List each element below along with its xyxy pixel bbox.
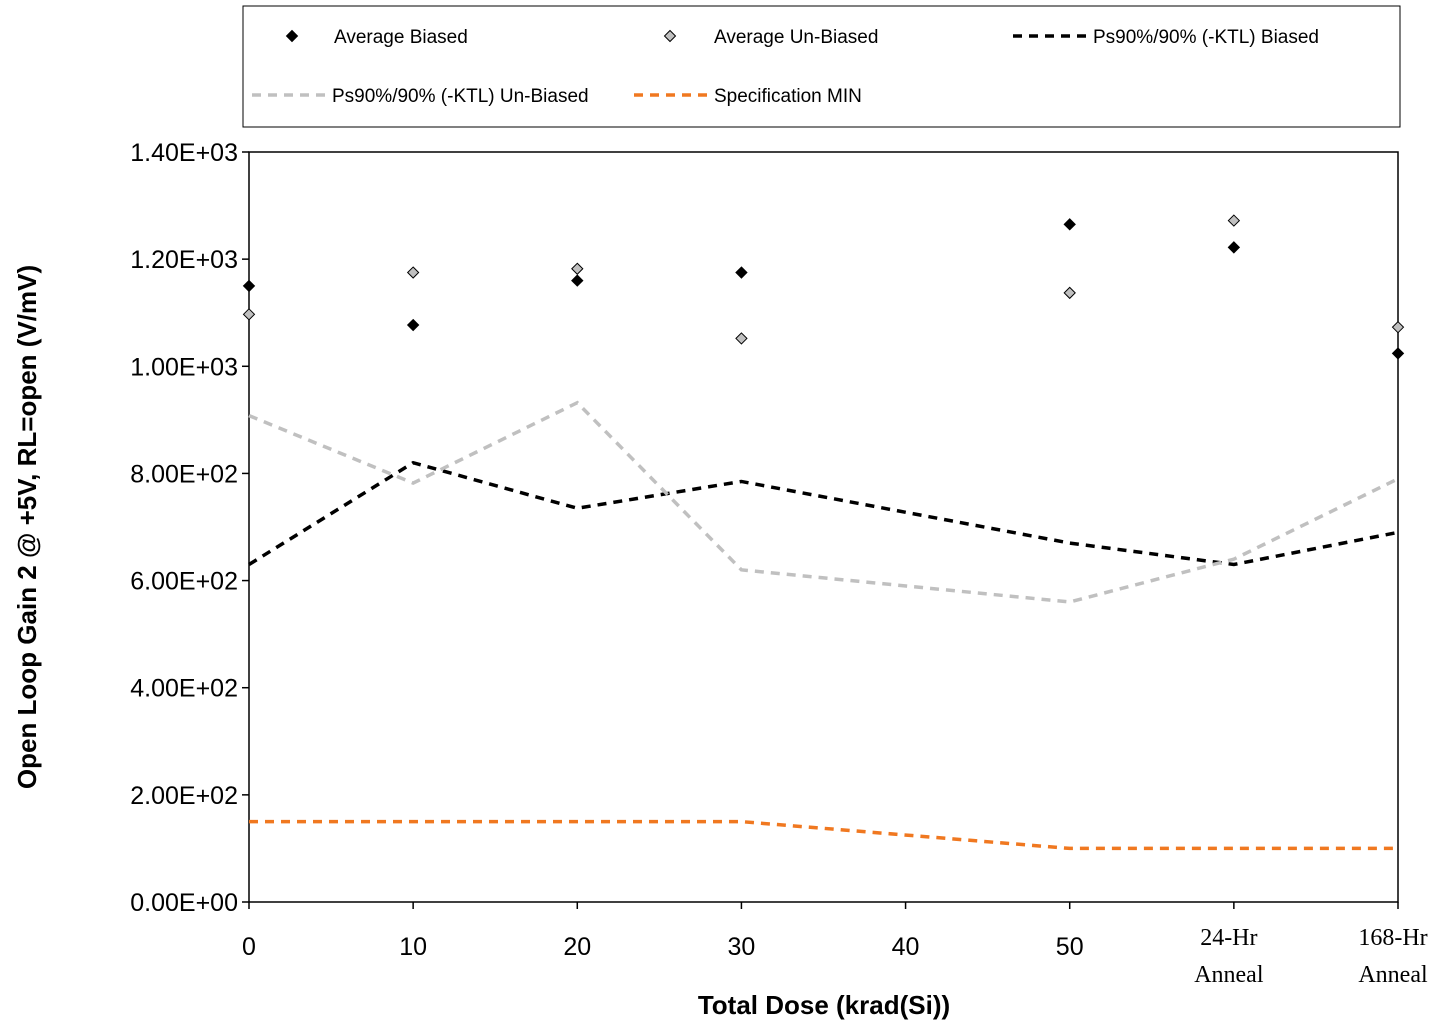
x-tick-label: 0 <box>242 933 256 961</box>
legend-item: Ps90%/90% (-KTL) Biased <box>1013 27 1319 48</box>
legend-marker <box>285 29 299 43</box>
point-average-biased <box>406 318 420 332</box>
x-tick-label: 168-Hr <box>1358 925 1427 951</box>
x-tick-label: 10 <box>399 933 427 961</box>
series-lines <box>248 400 1399 851</box>
y-tick-label: 1.00E+03 <box>130 353 238 381</box>
y-axis: 0.00E+00 2.00E+02 4.00E+02 6.00E+02 8.00E+02… <box>130 139 249 917</box>
x-axis-title: Total Dose (krad(Si)) <box>698 990 950 1020</box>
legend-label: Average Biased <box>334 27 468 48</box>
point-average-biased <box>1391 347 1405 360</box>
point-average-biased <box>1063 218 1076 231</box>
point-average-biased <box>1227 241 1241 254</box>
point-average-un-biased <box>1063 286 1076 300</box>
legend-item: Specification MIN <box>634 86 862 107</box>
point-average-biased <box>571 274 584 287</box>
series-line-ps90-90-ktl-un-biased <box>248 400 1399 604</box>
y-tick-label: 1.40E+03 <box>130 139 238 167</box>
legend-marker <box>663 29 677 43</box>
y-tick-label: 6.00E+02 <box>130 568 238 596</box>
legend-label: Average Un-Biased <box>714 27 878 48</box>
legend-label: Ps90%/90% (-KTL) Biased <box>1093 27 1319 48</box>
y-axis-title: Open Loop Gain 2 @ +5V, RL=open (V/mV) <box>12 265 42 789</box>
point-average-un-biased <box>242 308 256 321</box>
point-average-un-biased <box>735 332 748 345</box>
legend: Average Biased Average Un-Biased Ps90%/90%… <box>242 5 1401 128</box>
x-axis: 0 10 20 30 40 50 24-Hr Anneal 168-Hr Anneal <box>242 902 1428 988</box>
point-average-biased <box>735 266 748 279</box>
series-line-specification-min <box>249 819 1398 851</box>
x-tick-label: Anneal <box>1194 962 1264 988</box>
y-tick-label: 8.00E+02 <box>130 460 238 488</box>
point-average-un-biased <box>406 266 420 279</box>
point-average-un-biased <box>1227 214 1241 227</box>
legend-item: Average Biased <box>285 27 468 48</box>
legend-label: Ps90%/90% (-KTL) Un-Biased <box>332 86 589 107</box>
legend-item: Ps90%/90% (-KTL) Un-Biased <box>252 86 589 107</box>
y-tick-label: 4.00E+02 <box>130 675 238 703</box>
x-tick-label: 24-Hr <box>1200 925 1257 951</box>
point-average-un-biased <box>571 262 584 275</box>
x-tick-label: 30 <box>728 933 756 961</box>
legend-label: Specification MIN <box>714 86 862 107</box>
series-markers <box>242 214 1405 360</box>
y-tick-label: 1.20E+03 <box>130 246 238 274</box>
point-average-un-biased <box>1391 320 1405 334</box>
x-tick-label: 20 <box>563 933 591 961</box>
y-tick-label: 2.00E+02 <box>130 782 238 810</box>
x-tick-label: 50 <box>1056 933 1084 961</box>
legend-item: Average Un-Biased <box>663 27 878 48</box>
x-tick-label: 40 <box>892 933 920 961</box>
point-average-biased <box>242 279 256 293</box>
series-line-ps90-90-ktl-biased <box>248 460 1399 567</box>
x-tick-label: Anneal <box>1358 962 1428 988</box>
plot-area <box>248 151 1399 903</box>
y-tick-label: 0.00E+00 <box>130 889 238 917</box>
legend-box <box>242 5 1401 128</box>
